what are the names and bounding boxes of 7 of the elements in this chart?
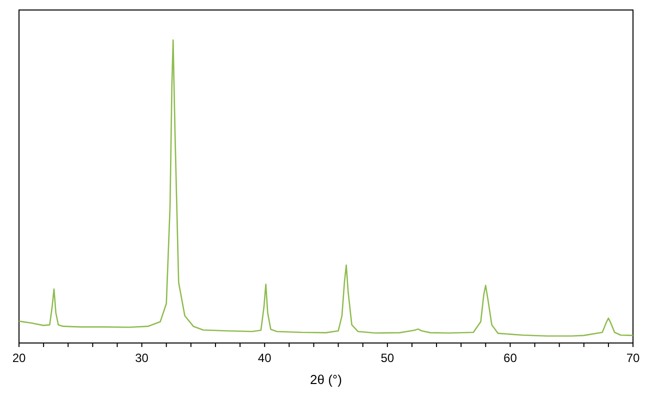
- x-tick-label: 30: [135, 351, 149, 365]
- x-tick-label: 50: [380, 351, 394, 365]
- x-tick-label: 20: [12, 351, 26, 365]
- x-tick-label: 40: [258, 351, 272, 365]
- x-axis-title: 2θ (°): [310, 372, 342, 387]
- x-tick-label: 70: [626, 351, 640, 365]
- x-tick-label: 60: [504, 351, 518, 365]
